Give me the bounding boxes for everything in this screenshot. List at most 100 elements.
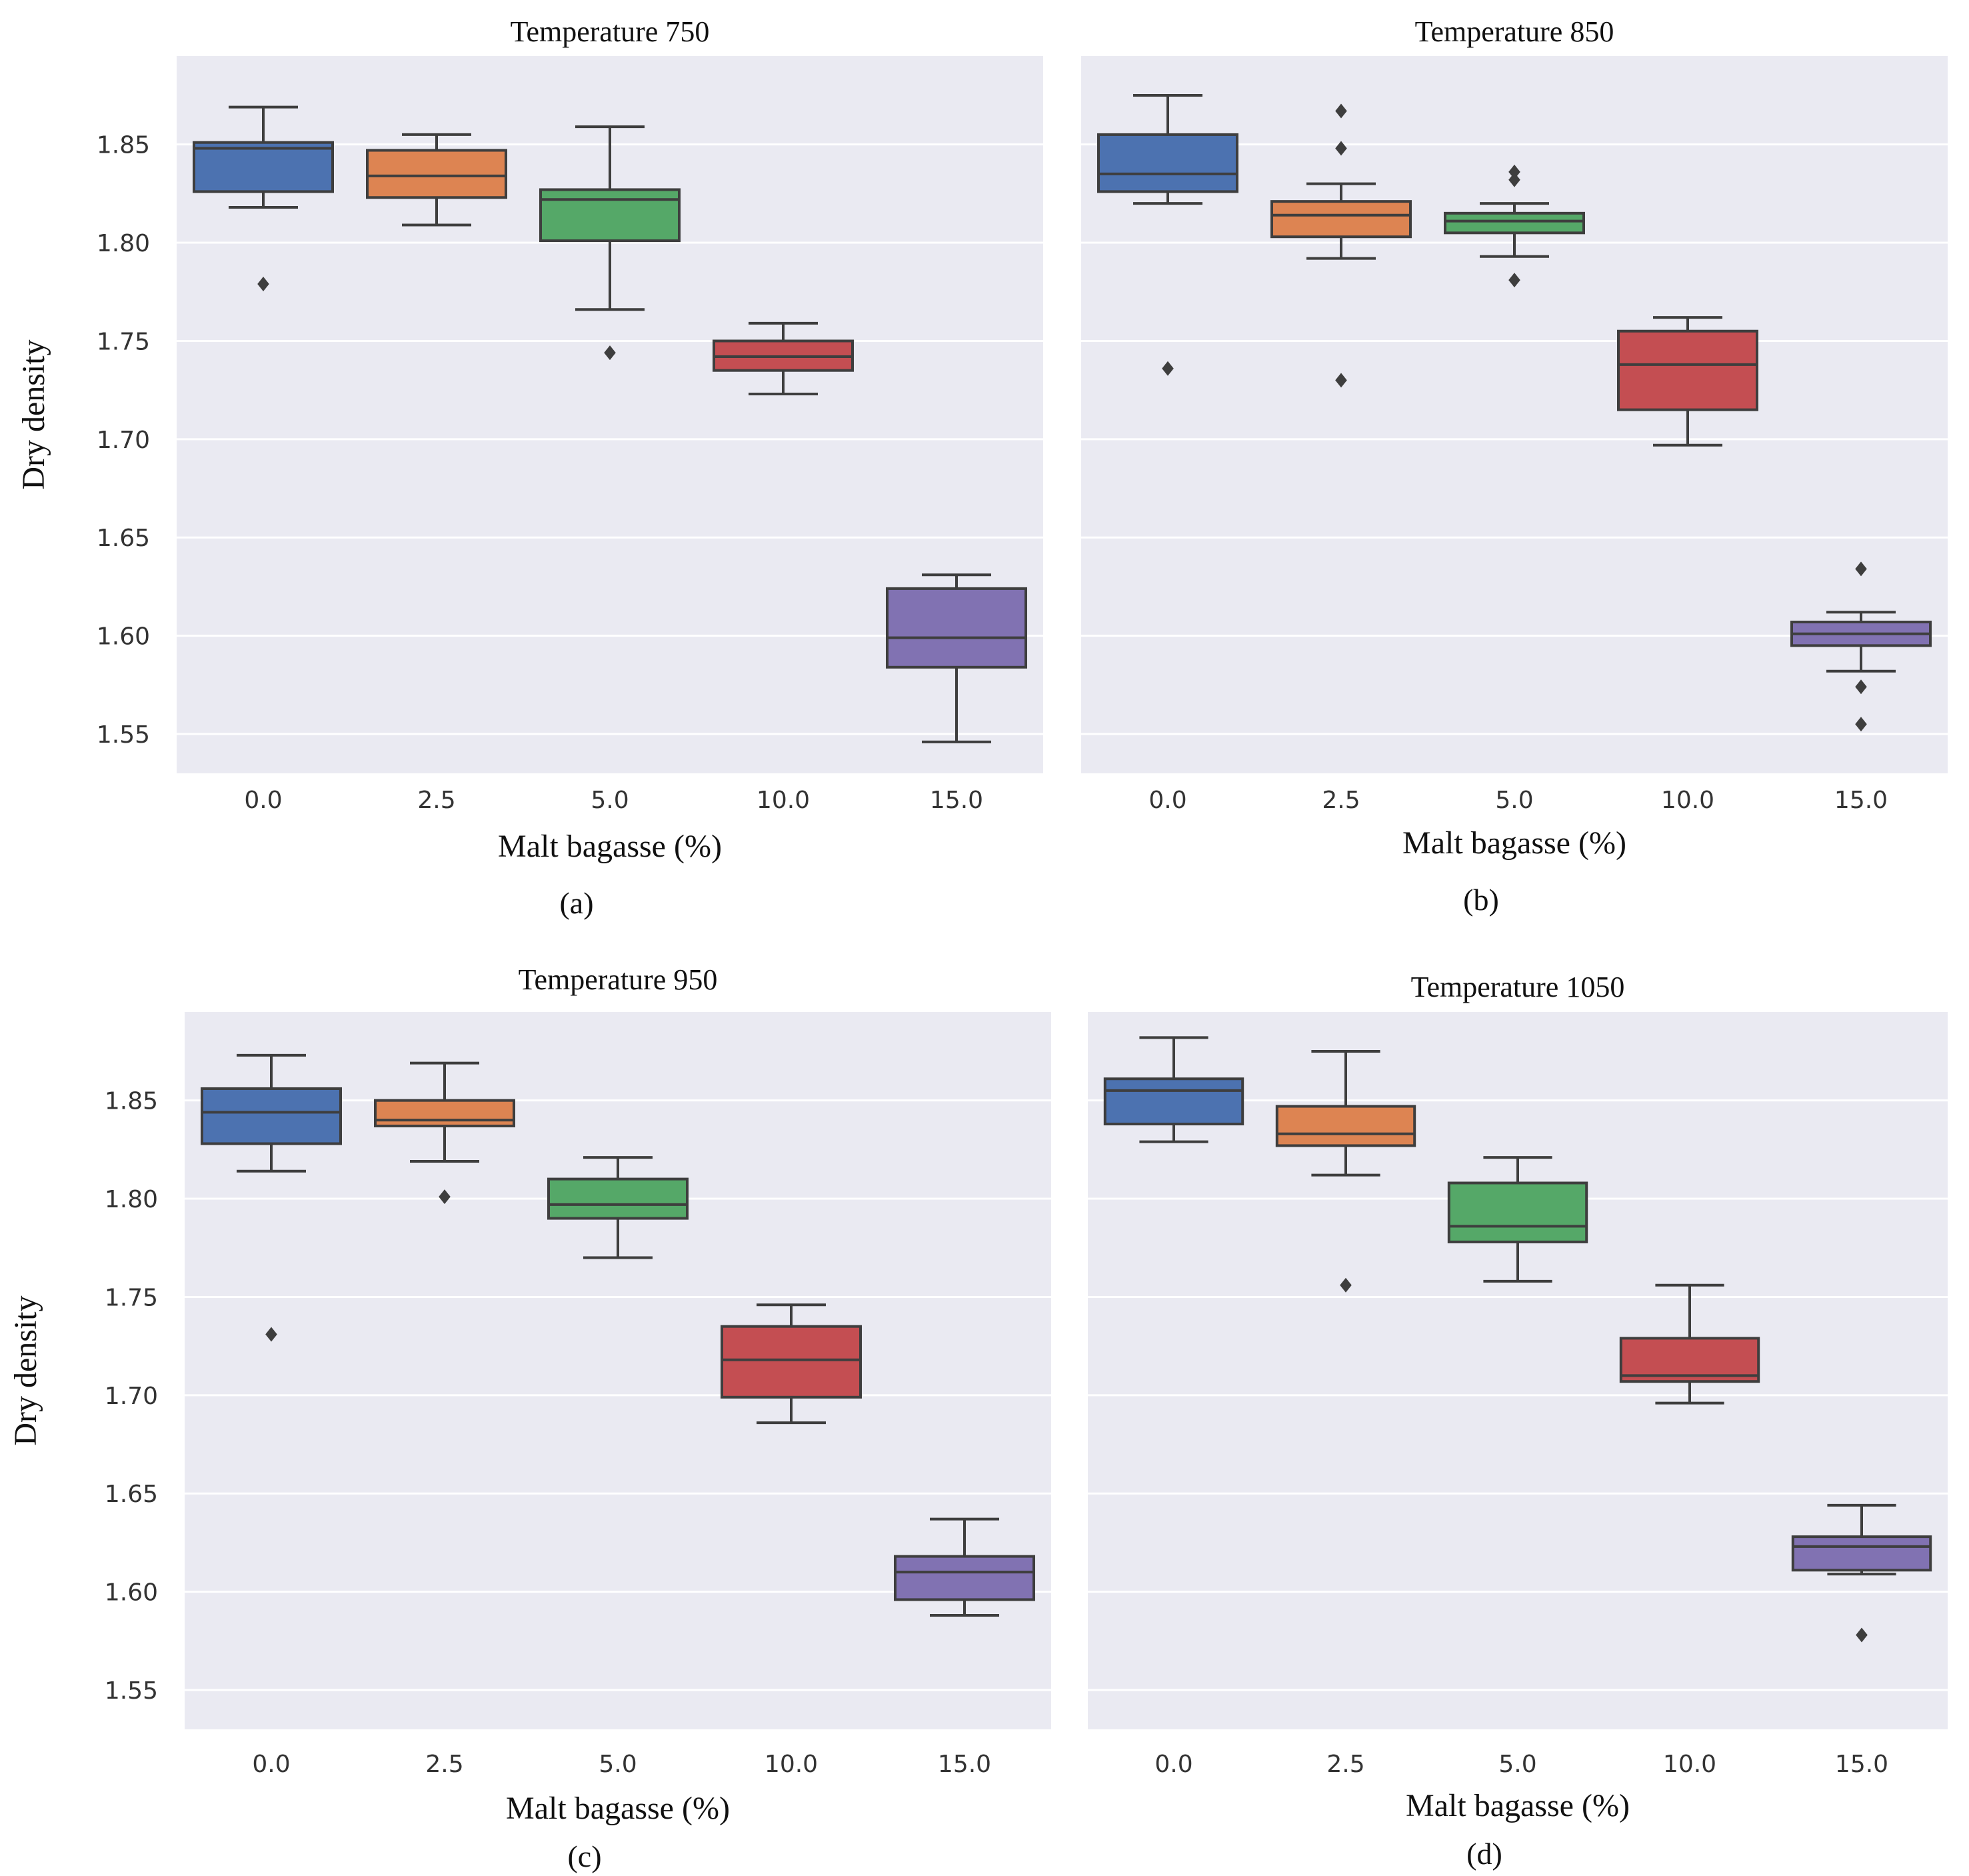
subfigure-label: (a) — [559, 886, 593, 920]
box-body — [886, 587, 1027, 669]
outlier-point — [1508, 164, 1520, 179]
y-tick-label: 1.65 — [97, 525, 150, 552]
outlier-point — [1508, 172, 1520, 187]
y-tick-label: 1.55 — [105, 1677, 158, 1705]
x-tick-label: 10.0 — [765, 1751, 818, 1778]
box-2-5 — [1275, 1049, 1416, 1293]
box-10-0 — [1619, 1283, 1760, 1405]
panel-title: Temperature 950 — [519, 963, 718, 996]
x-tick-label: 5.0 — [591, 787, 629, 814]
box-body — [1275, 1105, 1416, 1147]
box-5-0 — [547, 1156, 689, 1259]
box-5-0 — [539, 125, 681, 361]
box-body — [1447, 1181, 1588, 1243]
x-tick-label: 0.0 — [1154, 1751, 1192, 1778]
outlier-point — [1855, 717, 1867, 732]
outlier-point — [439, 1189, 451, 1205]
box-body — [1444, 211, 1585, 235]
x-tick-label: 0.0 — [252, 1751, 290, 1778]
box-body — [1103, 1077, 1244, 1126]
x-tick-label: 15.0 — [1834, 787, 1888, 814]
x-tick-label: 0.0 — [244, 787, 282, 814]
y-tick-label: 1.75 — [97, 328, 150, 355]
box-body — [1097, 133, 1238, 193]
box-body — [193, 141, 334, 193]
box-body — [374, 1099, 515, 1127]
x-tick-label: 5.0 — [599, 1751, 637, 1778]
x-tick-label: 5.0 — [1495, 787, 1533, 814]
box-body — [1617, 329, 1758, 411]
box-2-5 — [366, 133, 507, 227]
x-tick-label: 15.0 — [938, 1751, 991, 1778]
box-15-0 — [886, 573, 1027, 743]
box-0-0 — [1097, 93, 1238, 376]
box-body — [721, 1325, 862, 1399]
y-tick-label: 1.55 — [97, 721, 150, 749]
box-15-0 — [1790, 561, 1932, 732]
panel-title: Temperature 750 — [511, 15, 710, 48]
x-tick-label: 0.0 — [1148, 787, 1186, 814]
x-tick-label: 10.0 — [757, 787, 810, 814]
x-tick-label: 2.5 — [1326, 1751, 1364, 1778]
box-body — [1270, 200, 1412, 239]
outlier-point — [1335, 103, 1347, 119]
outlier-point — [1508, 273, 1520, 288]
box-2-5 — [374, 1061, 515, 1205]
y-tick-label: 1.70 — [97, 427, 150, 454]
x-tick-label: 2.5 — [417, 787, 455, 814]
box-body — [539, 188, 681, 243]
x-axis-label: Malt bagasse (%) — [498, 829, 722, 864]
box-0-0 — [1103, 1036, 1244, 1143]
box-10-0 — [713, 321, 854, 396]
box-body — [547, 1177, 689, 1220]
box-10-0 — [1617, 316, 1758, 447]
plot-area — [1088, 1012, 1948, 1729]
box-body — [894, 1555, 1035, 1601]
outlier-point — [257, 276, 269, 291]
y-tick-label: 1.70 — [105, 1383, 158, 1410]
box-5-0 — [1447, 1156, 1588, 1283]
outlier-point — [1855, 679, 1867, 695]
y-tick-label: 1.60 — [105, 1579, 158, 1607]
y-tick-label: 1.85 — [97, 132, 150, 159]
panel-4: 0.0 2.5 5.0 10.0 15.0 Temperature 1050 Malt ba… — [1088, 971, 1948, 1871]
x-axis-label: Malt bagasse (%) — [1406, 1788, 1630, 1823]
box-5-0 — [1444, 164, 1585, 288]
panel-2: 0.0 2.5 5.0 10.0 15.0 Temperature 850 Malt bag… — [1081, 15, 1948, 917]
box-body — [1791, 1535, 1932, 1572]
y-tick-label: 1.75 — [105, 1284, 158, 1311]
box-body — [201, 1087, 342, 1145]
box-15-0 — [894, 1517, 1035, 1617]
x-tick-label: 10.0 — [1661, 787, 1714, 814]
y-tick-label: 1.65 — [105, 1481, 158, 1508]
panel-title: Temperature 1050 — [1411, 971, 1625, 1003]
x-tick-label: 2.5 — [425, 1751, 463, 1778]
y-tick-label: 1.60 — [97, 623, 150, 651]
box-2-5 — [1270, 103, 1412, 388]
x-tick-label: 15.0 — [930, 787, 983, 814]
x-axis-label: Malt bagasse (%) — [506, 1791, 730, 1826]
y-axis-label: Dry density — [16, 339, 51, 489]
outlier-point — [1162, 361, 1174, 376]
box-0-0 — [201, 1053, 342, 1342]
outlier-point — [1855, 561, 1867, 577]
y-tick-label: 1.85 — [105, 1088, 158, 1115]
subfigure-label: (b) — [1463, 883, 1499, 917]
outlier-point — [265, 1327, 277, 1342]
outlier-point — [604, 345, 616, 361]
box-10-0 — [721, 1303, 862, 1425]
y-axis-label: Dry density — [8, 1295, 43, 1445]
outlier-point — [1340, 1277, 1352, 1293]
x-tick-label: 5.0 — [1498, 1751, 1536, 1778]
x-tick-label: 2.5 — [1322, 787, 1360, 814]
subfigure-label: (c) — [567, 1839, 601, 1873]
box-15-0 — [1791, 1503, 1932, 1643]
outlier-point — [1335, 373, 1347, 388]
x-tick-label: 15.0 — [1835, 1751, 1888, 1778]
panel-title: Temperature 850 — [1415, 15, 1614, 48]
x-axis-label: Malt bagasse (%) — [1402, 825, 1626, 861]
subfigure-label: (d) — [1466, 1837, 1502, 1871]
box-body — [366, 149, 507, 199]
y-tick-label: 1.80 — [105, 1186, 158, 1213]
